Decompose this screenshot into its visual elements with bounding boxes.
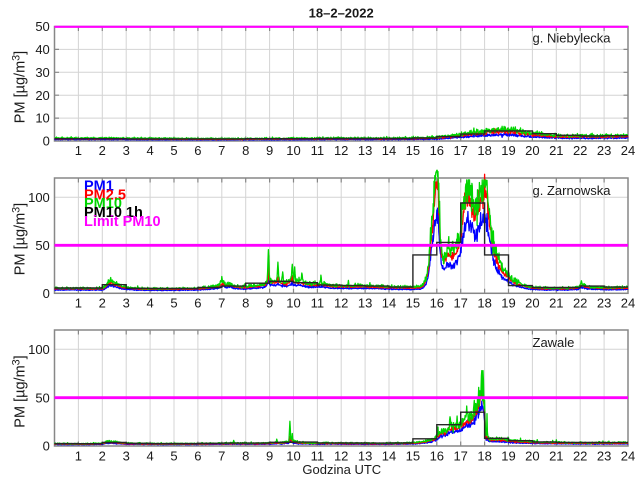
svg-text:6: 6 bbox=[194, 296, 201, 311]
svg-text:18: 18 bbox=[477, 449, 491, 464]
svg-text:20: 20 bbox=[525, 296, 539, 311]
svg-text:16: 16 bbox=[430, 143, 444, 158]
svg-text:11: 11 bbox=[311, 296, 325, 311]
svg-text:13: 13 bbox=[358, 143, 372, 158]
svg-text:24: 24 bbox=[621, 296, 635, 311]
svg-text:5: 5 bbox=[170, 296, 177, 311]
svg-text:11: 11 bbox=[311, 143, 325, 158]
svg-text:14: 14 bbox=[382, 143, 396, 158]
svg-text:6: 6 bbox=[194, 449, 201, 464]
svg-text:10: 10 bbox=[35, 111, 49, 126]
svg-text:19: 19 bbox=[501, 296, 515, 311]
svg-text:40: 40 bbox=[35, 42, 49, 57]
svg-text:23: 23 bbox=[597, 143, 611, 158]
svg-text:23: 23 bbox=[597, 296, 611, 311]
svg-text:8: 8 bbox=[242, 143, 249, 158]
svg-text:3: 3 bbox=[123, 296, 130, 311]
svg-text:19: 19 bbox=[501, 449, 515, 464]
svg-text:0: 0 bbox=[43, 439, 50, 454]
svg-text:6: 6 bbox=[194, 143, 201, 158]
svg-text:PM1: PM1 bbox=[84, 179, 114, 195]
svg-text:18: 18 bbox=[477, 143, 491, 158]
svg-text:4: 4 bbox=[146, 143, 153, 158]
svg-text:9: 9 bbox=[266, 296, 273, 311]
svg-text:19: 19 bbox=[501, 143, 515, 158]
svg-text:22: 22 bbox=[573, 143, 587, 158]
svg-text:5: 5 bbox=[170, 143, 177, 158]
svg-text:3: 3 bbox=[123, 449, 130, 464]
svg-text:17: 17 bbox=[453, 143, 467, 158]
svg-text:0: 0 bbox=[43, 286, 50, 301]
svg-text:23: 23 bbox=[597, 449, 611, 464]
svg-text:10: 10 bbox=[286, 143, 300, 158]
svg-text:2: 2 bbox=[99, 143, 106, 158]
svg-text:30: 30 bbox=[35, 65, 49, 80]
svg-text:13: 13 bbox=[358, 449, 372, 464]
svg-text:16: 16 bbox=[430, 296, 444, 311]
svg-text:1: 1 bbox=[75, 296, 82, 311]
svg-text:7: 7 bbox=[218, 143, 225, 158]
svg-text:5: 5 bbox=[170, 449, 177, 464]
svg-text:24: 24 bbox=[621, 449, 635, 464]
svg-text:21: 21 bbox=[549, 143, 563, 158]
svg-text:9: 9 bbox=[266, 143, 273, 158]
svg-text:20: 20 bbox=[525, 449, 539, 464]
svg-text:g. Niebylecka: g. Niebylecka bbox=[533, 31, 612, 46]
svg-text:PM10 1h: PM10 1h bbox=[84, 205, 143, 221]
svg-text:4: 4 bbox=[146, 449, 153, 464]
svg-text:g. Zarnowska: g. Zarnowska bbox=[533, 183, 612, 198]
svg-text:24: 24 bbox=[621, 143, 635, 158]
svg-text:1: 1 bbox=[75, 449, 82, 464]
svg-text:16: 16 bbox=[430, 449, 444, 464]
svg-text:15: 15 bbox=[406, 449, 420, 464]
svg-text:PM [µg/m3]: PM [µg/m3] bbox=[10, 51, 28, 123]
svg-text:13: 13 bbox=[358, 296, 372, 311]
svg-text:7: 7 bbox=[218, 449, 225, 464]
svg-text:21: 21 bbox=[549, 296, 563, 311]
svg-text:7: 7 bbox=[218, 296, 225, 311]
svg-text:17: 17 bbox=[453, 449, 467, 464]
svg-text:50: 50 bbox=[35, 238, 49, 253]
svg-text:2: 2 bbox=[99, 449, 106, 464]
svg-text:20: 20 bbox=[35, 88, 49, 103]
svg-text:15: 15 bbox=[406, 143, 420, 158]
svg-text:Godzina UTC: Godzina UTC bbox=[302, 462, 381, 477]
svg-text:100: 100 bbox=[28, 342, 50, 357]
svg-text:100: 100 bbox=[28, 190, 50, 205]
svg-text:0: 0 bbox=[43, 134, 50, 149]
svg-text:PM [µg/m3]: PM [µg/m3] bbox=[10, 355, 28, 427]
svg-text:14: 14 bbox=[382, 296, 396, 311]
svg-text:4: 4 bbox=[146, 296, 153, 311]
svg-text:22: 22 bbox=[573, 449, 587, 464]
svg-text:Limit PM10: Limit PM10 bbox=[84, 214, 161, 230]
svg-text:1: 1 bbox=[75, 143, 82, 158]
svg-text:PM2.5: PM2.5 bbox=[84, 187, 126, 203]
svg-text:10: 10 bbox=[286, 449, 300, 464]
svg-text:17: 17 bbox=[453, 296, 467, 311]
svg-text:18: 18 bbox=[477, 296, 491, 311]
svg-text:14: 14 bbox=[382, 449, 396, 464]
svg-text:11: 11 bbox=[311, 449, 325, 464]
svg-text:12: 12 bbox=[334, 296, 348, 311]
svg-text:8: 8 bbox=[242, 449, 249, 464]
svg-text:2: 2 bbox=[99, 296, 106, 311]
svg-text:PM10: PM10 bbox=[84, 196, 122, 212]
svg-text:50: 50 bbox=[35, 19, 49, 34]
svg-text:15: 15 bbox=[406, 296, 420, 311]
svg-text:12: 12 bbox=[334, 143, 348, 158]
svg-text:18–2–2022: 18–2–2022 bbox=[309, 5, 374, 20]
svg-text:12: 12 bbox=[334, 449, 348, 464]
svg-text:20: 20 bbox=[525, 143, 539, 158]
svg-text:Zawale: Zawale bbox=[533, 335, 575, 350]
svg-text:21: 21 bbox=[549, 449, 563, 464]
svg-text:10: 10 bbox=[286, 296, 300, 311]
svg-text:9: 9 bbox=[266, 449, 273, 464]
svg-text:PM [µg/m3]: PM [µg/m3] bbox=[10, 203, 28, 275]
svg-text:8: 8 bbox=[242, 296, 249, 311]
svg-text:3: 3 bbox=[123, 143, 130, 158]
svg-text:22: 22 bbox=[573, 296, 587, 311]
svg-text:50: 50 bbox=[35, 390, 49, 405]
